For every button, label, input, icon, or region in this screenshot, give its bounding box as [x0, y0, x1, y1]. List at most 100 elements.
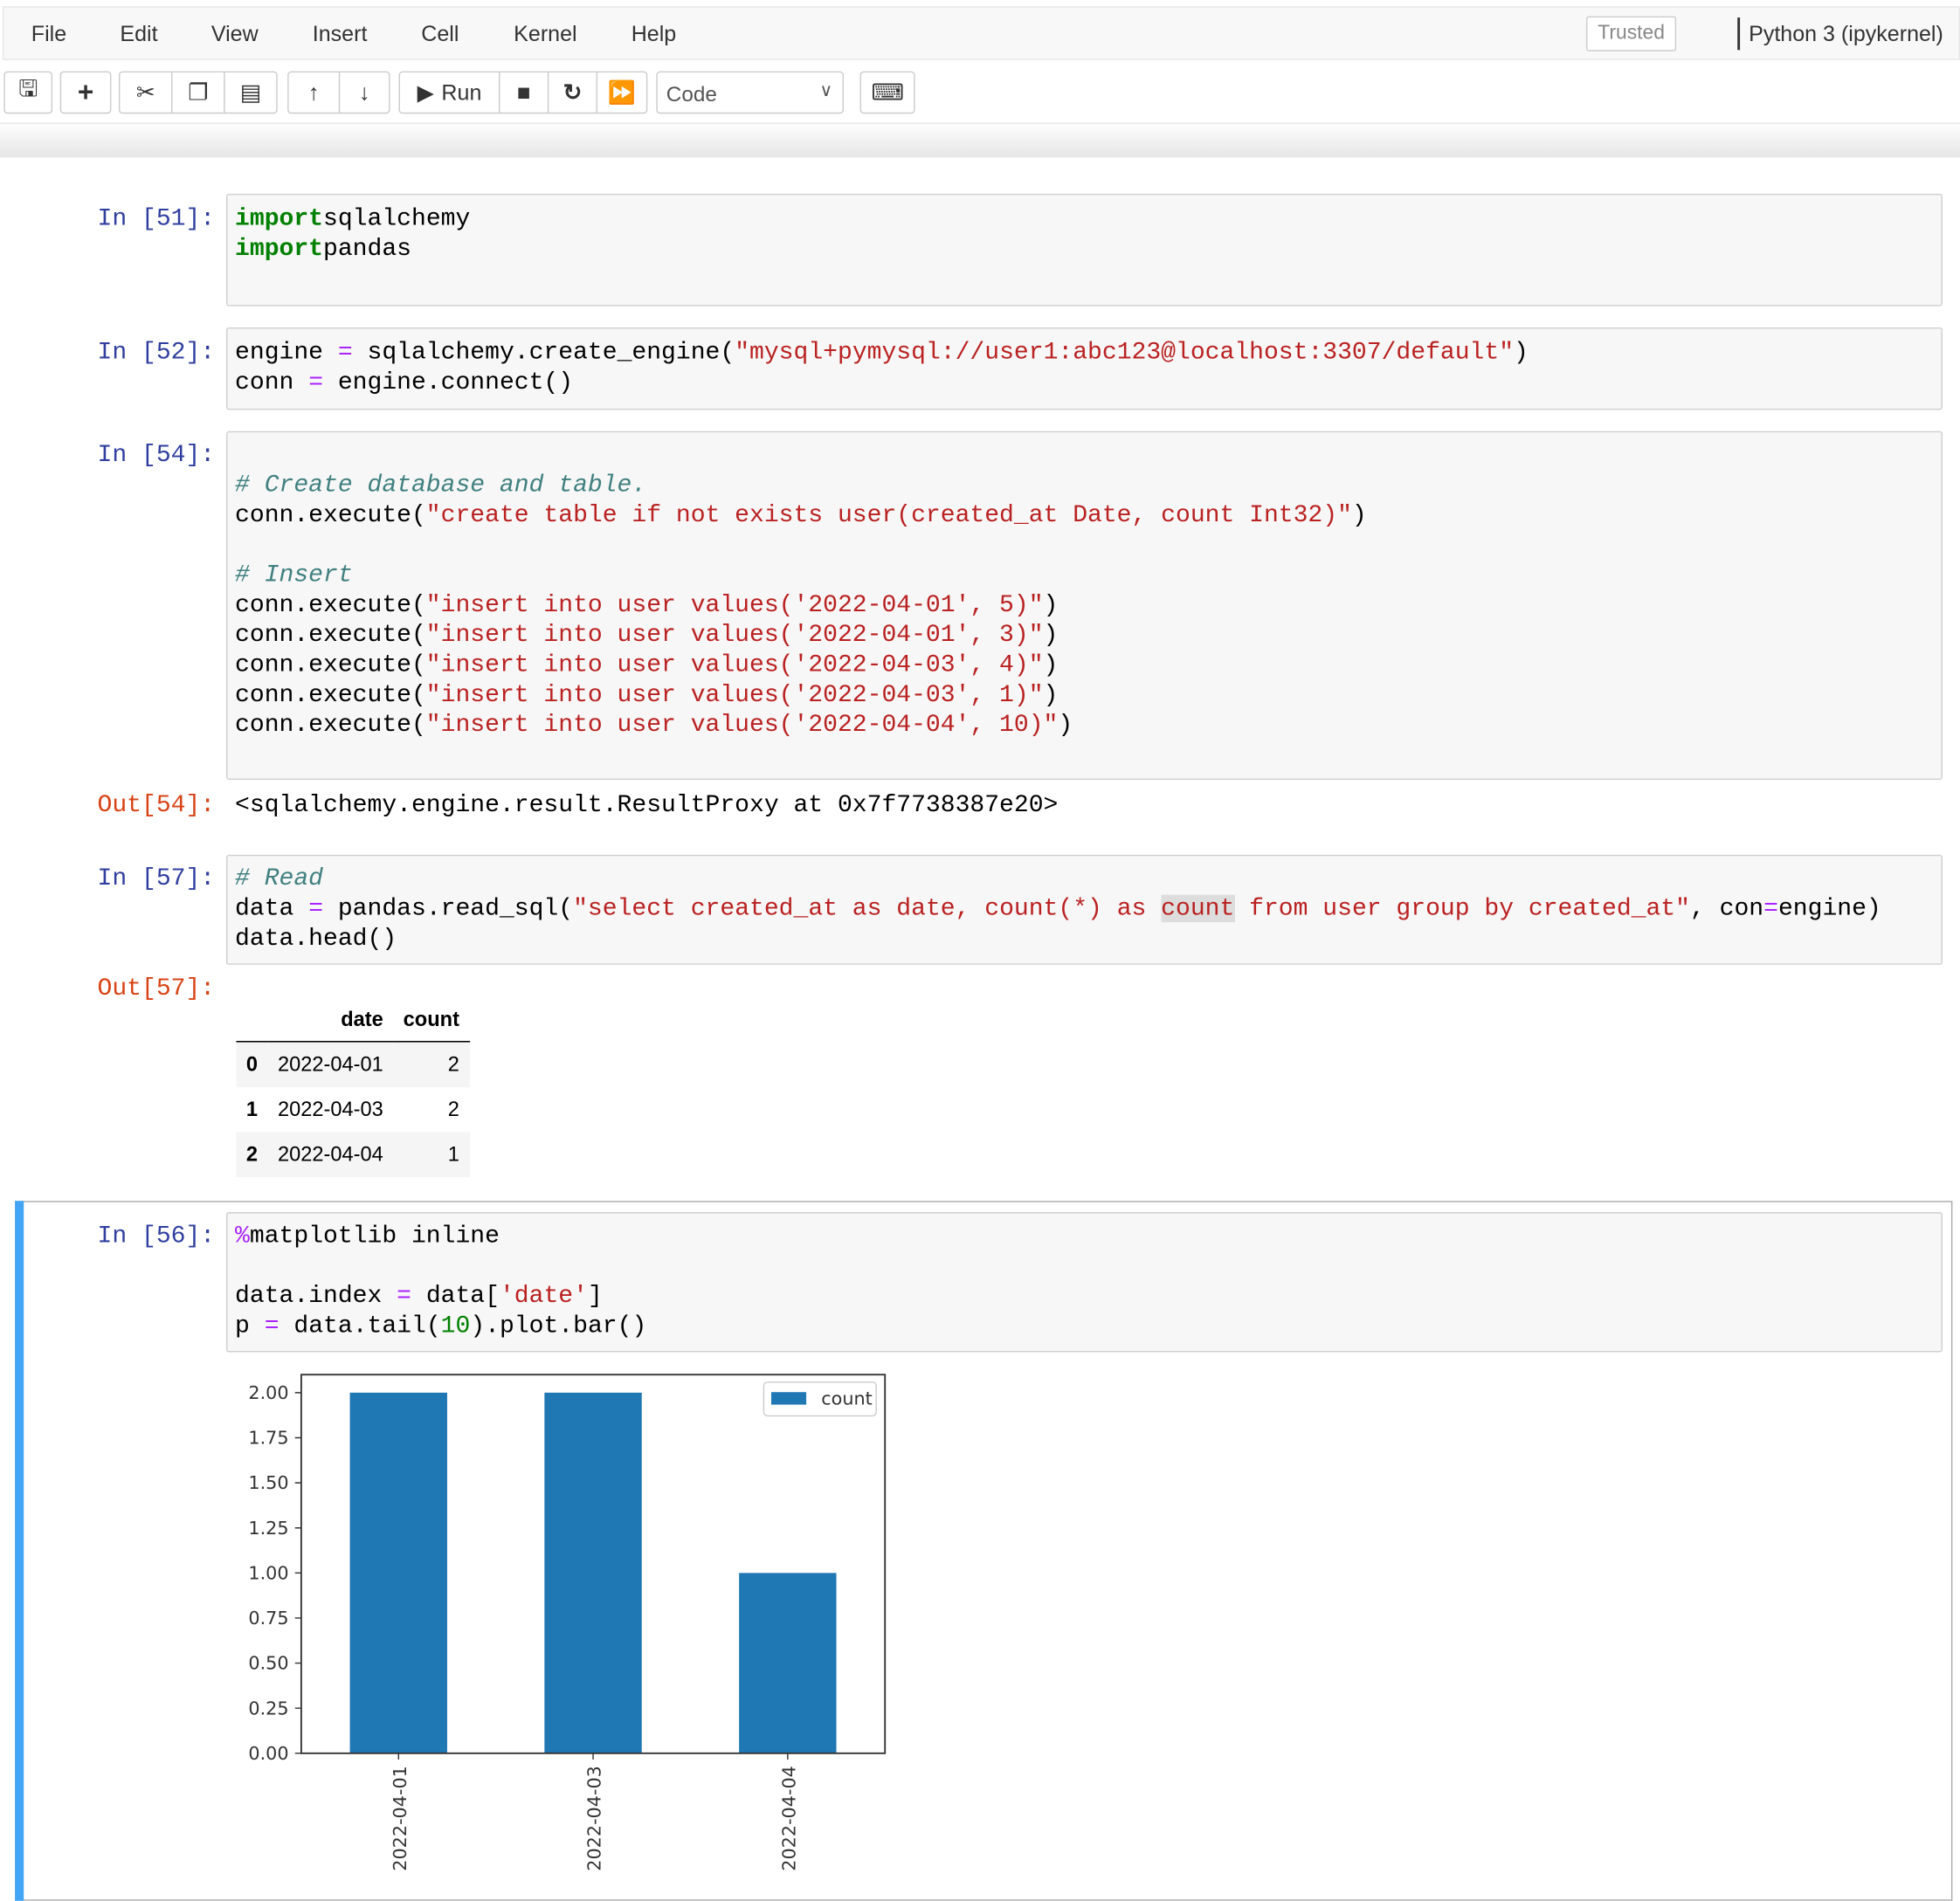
code-block[interactable]: # Create database and table. conn.execute… [235, 440, 1367, 740]
code-token: = [337, 338, 353, 367]
menu-file[interactable]: File [31, 21, 67, 46]
header-separator [0, 122, 1960, 158]
move-up-button[interactable]: ↑ [289, 72, 341, 113]
input-prompt: In [54]: [97, 441, 216, 469]
code-token: pandas.read_sql( [323, 894, 574, 923]
command-palette-button[interactable]: ⌨ [861, 72, 914, 113]
y-tick-label: 0.00 [248, 1743, 288, 1764]
code-line: conn.execute("create table if not exists… [235, 499, 1367, 529]
code-token: import [235, 204, 324, 233]
code-token: engine [235, 338, 338, 367]
code-token: ) [1514, 338, 1529, 367]
code-token: 10 [440, 1312, 471, 1340]
cell-type-select[interactable]: Code ∨ [656, 71, 844, 114]
code-token: "insert into user values('2022-04-03', 1… [425, 680, 1044, 709]
code-token: = [1763, 894, 1778, 923]
code-token: data.index [235, 1282, 397, 1310]
row-index: 2 [245, 1142, 259, 1166]
column-header: count [403, 1008, 459, 1031]
code-token: "create table if not exists user(created… [425, 500, 1352, 529]
code-line: %matplotlib inline [235, 1221, 646, 1250]
x-tick-label: 2022-04-03 [584, 1766, 605, 1871]
run-button[interactable]: ▶ Run [400, 72, 500, 113]
code-token: import [235, 235, 324, 263]
output-text: <sqlalchemy.engine.result.ResultProxy at… [235, 790, 1059, 819]
plus-icon: + [77, 76, 94, 108]
trusted-badge[interactable]: Trusted [1586, 16, 1677, 52]
code-token: ).plot.bar() [470, 1312, 647, 1340]
restart-run-all-button[interactable]: ⏩ [597, 72, 646, 113]
code-line: importsqlalchemy [235, 203, 470, 233]
menu-cell[interactable]: Cell [421, 21, 459, 46]
code-token: matplotlib inline [249, 1222, 500, 1250]
cut-button[interactable]: ✂ [120, 72, 173, 113]
row-index: 0 [245, 1052, 259, 1076]
cell-input-54[interactable] [226, 430, 1943, 781]
code-token: conn.execute( [235, 680, 426, 709]
cell-date: 2022-04-04 [277, 1142, 383, 1166]
cell-input-52[interactable] [226, 327, 1943, 410]
output-prompt: Out[54]: [97, 790, 216, 819]
code-token: "select created_at as date, count(*) as [573, 894, 1162, 923]
interrupt-button[interactable]: ■ [500, 72, 549, 113]
restart-button[interactable]: ↻ [549, 72, 598, 113]
cell-input-51[interactable] [226, 193, 1943, 307]
menu-help[interactable]: Help [631, 21, 677, 46]
y-tick-label: 1.75 [248, 1428, 288, 1449]
input-prompt: In [56]: [97, 1222, 216, 1250]
code-token: , con [1689, 894, 1764, 923]
menu-bar: File Edit View Insert Cell Kernel Help T… [2, 6, 1960, 60]
code-line [235, 1251, 646, 1281]
code-token: conn.execute( [235, 590, 426, 619]
menu-view[interactable]: View [210, 21, 259, 46]
code-token: data.tail( [279, 1312, 441, 1340]
code-token: count [1161, 894, 1235, 923]
kernel-name[interactable]: Python 3 (ipykernel) [1749, 21, 1943, 46]
code-block[interactable]: engine = sqlalchemy.create_engine("mysql… [235, 337, 1529, 397]
cell-input-57[interactable] [226, 854, 1943, 965]
code-block[interactable]: %matplotlib inline data.index = data['dat… [235, 1221, 646, 1340]
cell-count: 1 [447, 1142, 459, 1166]
menu-edit[interactable]: Edit [120, 21, 158, 46]
save-button[interactable]: 🖫 [5, 72, 52, 113]
selected-cell-indicator [15, 1201, 24, 1901]
code-token: "insert into user values('2022-04-04', 1… [425, 711, 1059, 739]
code-block[interactable]: importsqlalchemy importpandas [235, 203, 470, 264]
cell-input-56[interactable] [226, 1212, 1943, 1353]
code-line [235, 530, 1367, 560]
insert-cell-button[interactable]: + [61, 72, 110, 113]
restart-icon: ↻ [562, 79, 583, 105]
toolbar-group-move: ↑ ↓ [287, 71, 390, 114]
cell-date: 2022-04-01 [277, 1052, 383, 1076]
toolbar-group-run: ▶ Run ■ ↻ ⏩ [398, 71, 648, 114]
input-prompt: In [52]: [97, 338, 216, 367]
code-token: p [235, 1312, 265, 1340]
code-token: ) [1058, 711, 1073, 739]
code-token: ) [1043, 590, 1059, 619]
code-token: data[ [411, 1282, 500, 1310]
code-block[interactable]: # Read data = pandas.read_sql("select cre… [235, 864, 1881, 954]
chevron-down-icon: ∨ [819, 79, 833, 100]
code-token: data [235, 894, 309, 923]
run-label: Run [441, 79, 482, 105]
menu-insert[interactable]: Insert [312, 21, 368, 46]
menu-kernel[interactable]: Kernel [514, 21, 577, 46]
paste-button[interactable]: ▤ [225, 72, 277, 113]
move-down-button[interactable]: ↓ [340, 72, 389, 113]
code-line: conn.execute("insert into user values('2… [235, 710, 1367, 740]
toolbar-group-insert: + [59, 71, 112, 114]
legend-box [763, 1381, 877, 1417]
toolbar-group-edit: ✂ ❐ ▤ [118, 71, 278, 114]
legend-swatch [770, 1392, 807, 1405]
copy-button[interactable]: ❐ [172, 72, 225, 113]
legend-label: count [821, 1388, 873, 1409]
code-token: data.head() [235, 925, 397, 953]
code-token: ] [587, 1282, 603, 1310]
output-prompt: Out[57]: [97, 975, 216, 1002]
table-row: 1 2022-04-03 2 [236, 1087, 469, 1133]
cell-type-value: Code [666, 82, 717, 107]
code-token: conn [235, 368, 309, 396]
table-header-row: date count [236, 1000, 470, 1042]
kernel-divider [1737, 17, 1741, 51]
code-line: conn = engine.connect() [235, 368, 1529, 397]
